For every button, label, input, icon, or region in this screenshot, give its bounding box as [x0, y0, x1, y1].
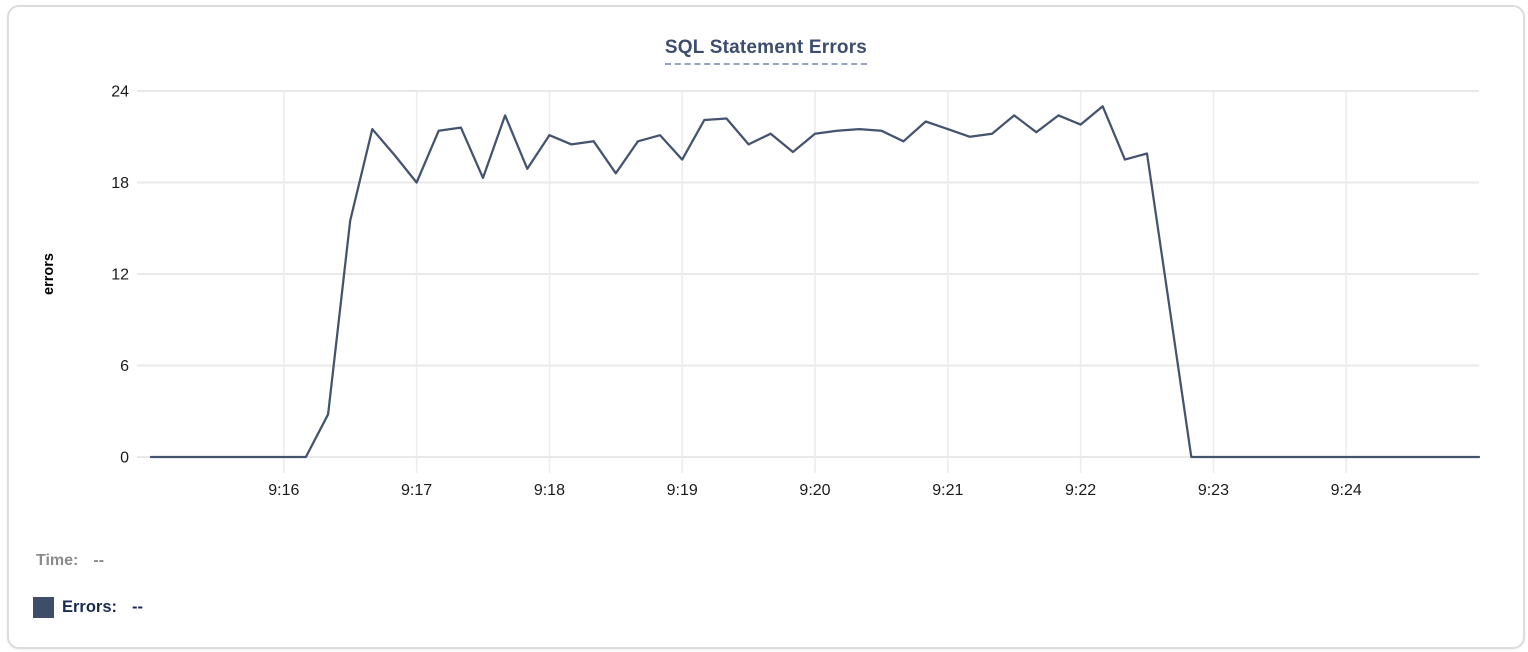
legend-row-time: Time: -- — [36, 552, 104, 570]
y-tick-label: 24 — [111, 84, 129, 101]
chart-header: SQL Statement Errors — [9, 37, 1523, 65]
y-tick-label: 0 — [120, 450, 129, 467]
x-tick-label: 9:21 — [932, 482, 963, 499]
x-tick-label: 9:22 — [1065, 482, 1096, 499]
time-label: Time: — [36, 552, 79, 569]
x-tick-label: 9:17 — [401, 482, 432, 499]
legend-row-errors: Errors: -- — [33, 597, 143, 618]
time-value: -- — [93, 552, 105, 569]
x-tick-label: 9:19 — [667, 482, 698, 499]
y-tick-label: 6 — [120, 358, 129, 375]
x-tick-label: 9:16 — [268, 482, 299, 499]
x-tick-label: 9:23 — [1198, 482, 1229, 499]
x-tick-label: 9:20 — [799, 482, 830, 499]
x-tick-label: 9:18 — [534, 482, 565, 499]
errors-line-chart[interactable]: 0 6 12 18 24 9:16 9:17 9:18 9:19 9:20 9:21 9:22 9:23… — [9, 7, 1528, 517]
errors-series-swatch-icon — [33, 597, 54, 618]
y-tick-label: 18 — [111, 175, 129, 192]
series-line-errors — [149, 105, 1481, 459]
x-tick-label: 9:24 — [1331, 482, 1362, 499]
y-tick-label: 12 — [111, 267, 129, 284]
errors-value: -- — [132, 598, 144, 616]
errors-label: Errors: — [62, 598, 118, 616]
y-axis-title: errors — [41, 253, 57, 295]
chart-title[interactable]: SQL Statement Errors — [664, 37, 868, 65]
chart-card: 0 6 12 18 24 9:16 9:17 9:18 9:19 9:20 9:21 9:22 9:23… — [7, 5, 1525, 649]
